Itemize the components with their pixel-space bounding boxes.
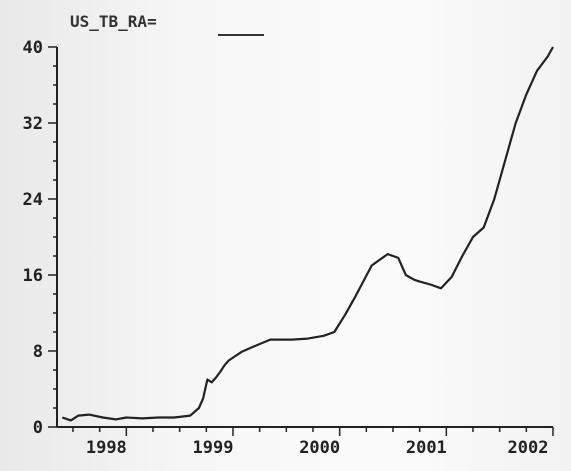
y-axis-ticks: 0 8 16 24 32 40 <box>23 38 57 438</box>
y-tick-label: 24 <box>23 190 43 210</box>
y-tick-label: 8 <box>33 342 43 362</box>
y-tick-label: 32 <box>23 114 43 134</box>
x-tick-label: 2001 <box>406 438 447 458</box>
x-tick-label: 2002 <box>508 438 549 458</box>
y-tick-label: 16 <box>23 266 43 286</box>
x-tick-label: 2000 <box>299 438 340 458</box>
y-tick-label: 40 <box>23 38 43 58</box>
y-tick-label: 0 <box>33 418 43 438</box>
series-group <box>61 46 554 422</box>
series-line-0 <box>61 46 554 422</box>
axes <box>56 47 553 428</box>
x-tick-label: 1998 <box>86 438 127 458</box>
chart-title: US_TB_RA= <box>70 12 157 31</box>
x-tick-label: 1999 <box>193 438 234 458</box>
x-axis-ticks: 1998 1999 2000 2001 2002 <box>72 427 554 458</box>
